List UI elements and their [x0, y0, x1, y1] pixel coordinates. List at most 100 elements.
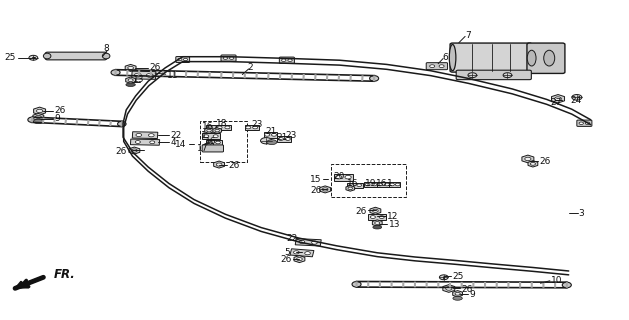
Ellipse shape [225, 126, 230, 129]
Text: 26: 26 [116, 148, 127, 156]
Text: 19: 19 [365, 179, 376, 188]
Ellipse shape [36, 109, 43, 113]
Text: 23: 23 [285, 131, 296, 140]
Polygon shape [277, 136, 291, 142]
Ellipse shape [128, 79, 133, 82]
Polygon shape [364, 182, 378, 187]
Bar [200, 122, 247, 162]
Text: 16: 16 [347, 179, 358, 188]
Text: 14: 14 [175, 140, 187, 149]
Ellipse shape [348, 187, 352, 190]
Text: 25: 25 [453, 272, 464, 281]
Ellipse shape [453, 296, 462, 300]
Ellipse shape [294, 251, 299, 254]
Ellipse shape [372, 209, 378, 212]
Text: 24: 24 [570, 96, 581, 105]
FancyBboxPatch shape [175, 57, 189, 62]
Ellipse shape [378, 183, 382, 186]
Ellipse shape [279, 138, 284, 140]
Ellipse shape [449, 44, 456, 71]
Ellipse shape [126, 83, 135, 86]
Text: 1: 1 [387, 179, 393, 188]
Ellipse shape [370, 76, 379, 81]
Ellipse shape [131, 149, 137, 152]
Ellipse shape [530, 163, 535, 165]
Text: 26: 26 [280, 255, 291, 264]
Polygon shape [204, 142, 213, 148]
Text: 23: 23 [252, 120, 263, 129]
Ellipse shape [253, 126, 258, 129]
Ellipse shape [246, 126, 251, 129]
Ellipse shape [148, 134, 154, 137]
FancyBboxPatch shape [45, 52, 107, 60]
Ellipse shape [349, 184, 353, 187]
Polygon shape [125, 64, 136, 71]
FancyBboxPatch shape [426, 63, 448, 70]
Text: 26: 26 [355, 207, 367, 216]
Ellipse shape [288, 59, 292, 61]
Text: 17: 17 [197, 144, 209, 153]
Ellipse shape [572, 94, 582, 100]
Ellipse shape [527, 50, 536, 66]
Text: 9: 9 [469, 290, 475, 299]
Ellipse shape [230, 57, 234, 59]
Text: FR.: FR. [54, 268, 75, 281]
Ellipse shape [223, 57, 228, 59]
Ellipse shape [33, 119, 43, 124]
Ellipse shape [207, 144, 211, 147]
Text: 26: 26 [228, 161, 239, 170]
Ellipse shape [503, 73, 512, 78]
Ellipse shape [345, 175, 351, 179]
Ellipse shape [555, 97, 562, 100]
Ellipse shape [216, 163, 222, 166]
Text: 26: 26 [54, 107, 65, 116]
Ellipse shape [118, 121, 126, 127]
Ellipse shape [389, 183, 394, 186]
Polygon shape [320, 186, 331, 193]
Polygon shape [129, 147, 140, 154]
Ellipse shape [439, 65, 444, 68]
Text: 26: 26 [461, 285, 473, 294]
Ellipse shape [375, 222, 380, 224]
Text: 11: 11 [167, 71, 179, 80]
Polygon shape [347, 183, 363, 188]
Polygon shape [552, 94, 565, 103]
Polygon shape [33, 113, 44, 120]
Ellipse shape [385, 183, 389, 186]
FancyBboxPatch shape [450, 43, 532, 72]
Ellipse shape [217, 126, 222, 129]
Polygon shape [372, 220, 382, 226]
Text: 21: 21 [265, 127, 277, 137]
Ellipse shape [525, 157, 531, 161]
FancyBboxPatch shape [527, 43, 565, 73]
Polygon shape [206, 124, 222, 130]
Ellipse shape [147, 74, 153, 77]
FancyBboxPatch shape [279, 57, 294, 63]
Ellipse shape [430, 65, 435, 68]
Ellipse shape [446, 287, 452, 290]
Polygon shape [126, 77, 135, 83]
Ellipse shape [178, 58, 182, 61]
Ellipse shape [208, 126, 213, 129]
Text: 26: 26 [539, 157, 550, 166]
Ellipse shape [35, 115, 41, 118]
Text: 21: 21 [277, 133, 288, 142]
Ellipse shape [128, 66, 133, 69]
Text: 9: 9 [54, 114, 60, 123]
Ellipse shape [440, 275, 448, 280]
Bar [331, 164, 406, 197]
Text: 22: 22 [286, 234, 298, 243]
Ellipse shape [267, 140, 277, 145]
Ellipse shape [204, 135, 209, 138]
Polygon shape [370, 207, 381, 214]
Ellipse shape [103, 53, 110, 59]
Polygon shape [204, 128, 213, 133]
Ellipse shape [370, 216, 376, 219]
FancyBboxPatch shape [577, 120, 592, 126]
Ellipse shape [335, 175, 342, 179]
Text: 13: 13 [133, 75, 144, 84]
Text: 15: 15 [310, 175, 321, 184]
Text: 18: 18 [216, 119, 228, 128]
Text: 6: 6 [443, 53, 448, 62]
Polygon shape [389, 182, 401, 187]
